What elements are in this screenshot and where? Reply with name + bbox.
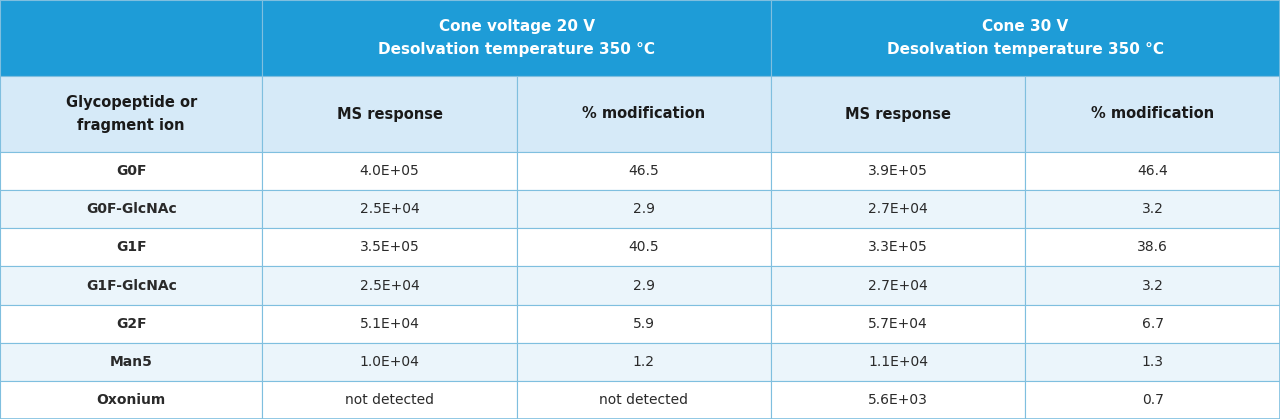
Bar [771,228,1025,266]
Bar [771,266,1025,305]
Text: G1F: G1F [116,241,146,254]
Bar [0,381,262,419]
Bar [262,305,517,343]
Bar [517,152,771,190]
Bar [1025,76,1280,152]
Bar [771,0,1280,76]
Bar [262,343,517,381]
Text: 3.3E+05: 3.3E+05 [868,241,928,254]
Bar [262,190,517,228]
Bar [1025,190,1280,228]
Bar [1025,266,1280,305]
Bar [0,76,262,152]
Text: Man5: Man5 [110,355,152,369]
Text: Oxonium: Oxonium [96,393,166,407]
Text: 6.7: 6.7 [1142,317,1164,331]
Bar [517,343,771,381]
Text: Cone 30 V
Desolvation temperature 350 °C: Cone 30 V Desolvation temperature 350 °C [887,19,1164,57]
Bar [262,228,517,266]
Bar [262,381,517,419]
Text: 46.5: 46.5 [628,164,659,178]
Text: 2.7E+04: 2.7E+04 [868,202,928,216]
Text: 0.7: 0.7 [1142,393,1164,407]
Text: 5.1E+04: 5.1E+04 [360,317,420,331]
Bar [517,305,771,343]
Text: 40.5: 40.5 [628,241,659,254]
Bar [0,152,262,190]
Text: 2.7E+04: 2.7E+04 [868,279,928,292]
Text: 2.5E+04: 2.5E+04 [360,279,420,292]
Text: % modification: % modification [1091,106,1215,122]
Bar [262,266,517,305]
Bar [0,190,262,228]
Text: 5.9: 5.9 [632,317,655,331]
Text: 1.1E+04: 1.1E+04 [868,355,928,369]
Text: not detected: not detected [599,393,689,407]
Text: 5.7E+04: 5.7E+04 [868,317,928,331]
Text: 3.2: 3.2 [1142,279,1164,292]
Text: 1.2: 1.2 [632,355,655,369]
Bar [517,228,771,266]
Bar [0,228,262,266]
Text: G1F-GlcNAc: G1F-GlcNAc [86,279,177,292]
Bar [1025,305,1280,343]
Text: 2.9: 2.9 [632,279,655,292]
Bar [771,76,1025,152]
Text: Glycopeptide or
fragment ion: Glycopeptide or fragment ion [65,96,197,132]
Bar [0,343,262,381]
Bar [771,152,1025,190]
Text: Cone voltage 20 V
Desolvation temperature 350 °C: Cone voltage 20 V Desolvation temperatur… [378,19,655,57]
Text: G2F: G2F [116,317,146,331]
Text: MS response: MS response [337,106,443,122]
Text: % modification: % modification [582,106,705,122]
Bar [1025,152,1280,190]
Text: G0F-GlcNAc: G0F-GlcNAc [86,202,177,216]
Text: 46.4: 46.4 [1138,164,1169,178]
Bar [517,381,771,419]
Text: 38.6: 38.6 [1137,241,1169,254]
Bar [1025,343,1280,381]
Text: 5.6E+03: 5.6E+03 [868,393,928,407]
Text: 1.0E+04: 1.0E+04 [360,355,420,369]
Bar [0,266,262,305]
Bar [1025,381,1280,419]
Text: G0F: G0F [116,164,146,178]
Text: 4.0E+05: 4.0E+05 [360,164,420,178]
Text: 3.5E+05: 3.5E+05 [360,241,420,254]
Bar [0,0,262,76]
Bar [517,76,771,152]
Bar [0,305,262,343]
Text: 3.9E+05: 3.9E+05 [868,164,928,178]
Bar [262,0,771,76]
Bar [1025,228,1280,266]
Text: 1.3: 1.3 [1142,355,1164,369]
Bar [771,305,1025,343]
Text: 3.2: 3.2 [1142,202,1164,216]
Bar [262,76,517,152]
Bar [517,190,771,228]
Text: MS response: MS response [845,106,951,122]
Text: 2.5E+04: 2.5E+04 [360,202,420,216]
Bar [262,152,517,190]
Bar [771,343,1025,381]
Bar [771,190,1025,228]
Bar [771,381,1025,419]
Bar [517,266,771,305]
Text: 2.9: 2.9 [632,202,655,216]
Text: not detected: not detected [346,393,434,407]
